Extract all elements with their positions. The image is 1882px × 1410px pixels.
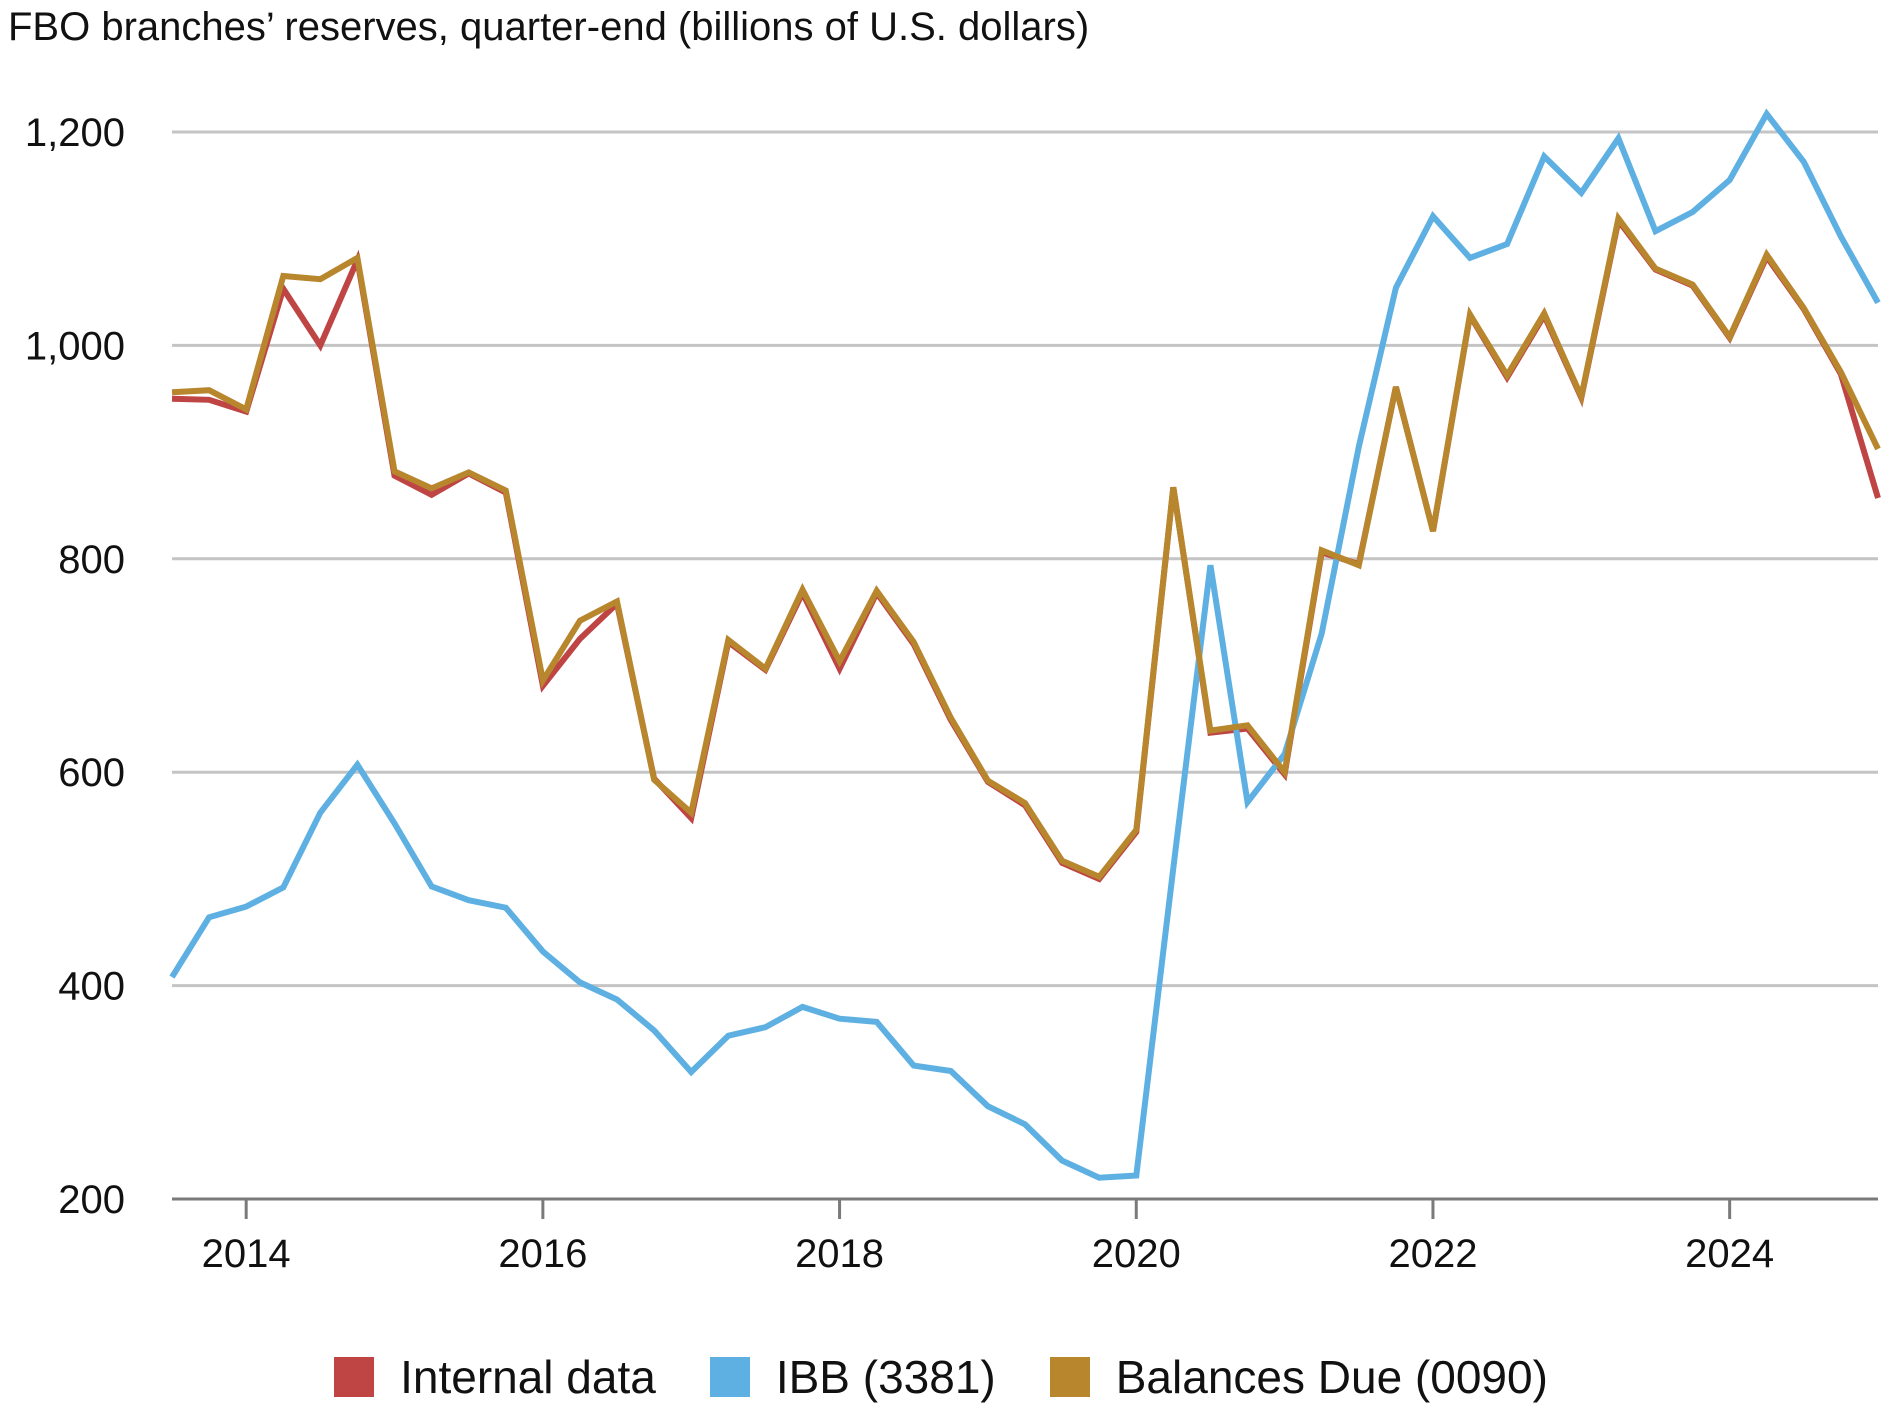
y-tick-label: 800	[58, 538, 125, 582]
y-axis: 200 400 600 800 1,000 1,200	[25, 111, 125, 1222]
chart-title: FBO branches’ reserves, quarter-end (bil…	[8, 5, 1090, 49]
series-line-2	[171, 211, 1881, 881]
series-line-0	[171, 213, 1881, 883]
legend-swatch	[334, 1357, 375, 1397]
legend: Internal data IBB (3381) Balances Due (009…	[0, 1350, 1882, 1404]
gridlines	[172, 130, 1878, 1201]
x-tick-label: 2020	[1092, 1232, 1181, 1276]
series-lines	[169, 108, 1881, 1181]
x-tick-label: 2014	[202, 1232, 291, 1276]
x-axis: 2014 2016 2018 2020 2022 2024	[172, 1197, 1878, 1276]
legend-swatch	[709, 1357, 750, 1397]
legend-label: Internal data	[400, 1351, 656, 1403]
legend-item: Balances Due (0090)	[1049, 1350, 1548, 1404]
legend-item: Internal data	[334, 1350, 656, 1404]
y-tick-label: 600	[58, 751, 125, 795]
x-tick-label: 2016	[498, 1232, 587, 1276]
series-line-1	[169, 108, 1881, 1181]
y-tick-label: 1,000	[25, 324, 125, 368]
legend-swatch	[1049, 1357, 1090, 1397]
x-tick-label: 2024	[1685, 1232, 1774, 1276]
x-tick-label: 2018	[795, 1232, 884, 1276]
y-tick-label: 1,200	[25, 111, 125, 155]
legend-item: IBB (3381)	[709, 1350, 996, 1404]
legend-label: Balances Due (0090)	[1115, 1351, 1548, 1403]
y-tick-label: 200	[58, 1178, 125, 1222]
x-tick-label: 2022	[1388, 1232, 1477, 1276]
legend-label: IBB (3381)	[775, 1351, 996, 1403]
y-tick-label: 400	[58, 965, 125, 1009]
